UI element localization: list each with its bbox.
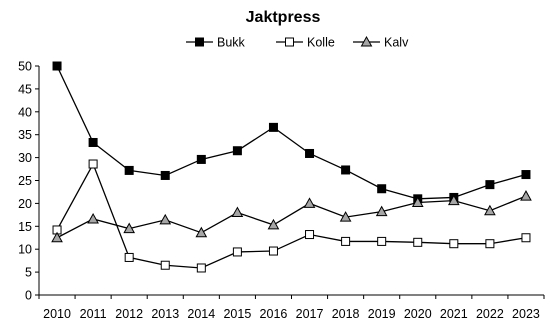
series-line-bukk — [56, 65, 527, 200]
data-point-kalv — [411, 196, 424, 207]
data-point-kolle — [413, 237, 423, 247]
data-point-kolle — [196, 263, 206, 273]
data-point-bukk — [124, 165, 134, 175]
data-point-kalv — [303, 197, 316, 208]
data-point-kolle — [160, 260, 170, 270]
legend-item-kolle: Kolle — [276, 36, 335, 50]
legend-marker-kalv — [360, 35, 373, 47]
data-point-bukk — [268, 122, 278, 132]
data-point-kolle — [124, 252, 134, 262]
y-tick-label: 50 — [18, 60, 32, 74]
data-point-kolle — [377, 236, 387, 246]
data-point-kalv — [195, 226, 208, 238]
data-point-kolle — [232, 247, 242, 257]
legend-item-bukk: Bukk — [186, 36, 246, 50]
series-line-kalv — [56, 195, 527, 239]
data-point-kolle — [449, 239, 459, 249]
legend-label: Kolle — [307, 36, 335, 50]
data-point-kalv — [231, 206, 244, 218]
x-tick-label: 2017 — [296, 307, 324, 321]
x-tick-label: 2015 — [223, 307, 251, 321]
x-tick-label: 2019 — [368, 307, 396, 321]
data-point-kalv — [484, 204, 496, 216]
y-tick-label: 20 — [18, 197, 32, 211]
data-point-kolle — [485, 239, 495, 249]
y-tick-label: 30 — [18, 151, 32, 165]
chart-title: Jaktpress — [246, 9, 321, 26]
x-tick-label: 2012 — [115, 307, 143, 321]
series-kalv — [51, 190, 532, 243]
data-point-bukk — [88, 137, 98, 147]
data-point-kolle — [521, 233, 531, 243]
y-tick-label: 45 — [18, 82, 32, 96]
data-point-bukk — [196, 154, 206, 164]
y-tick-label: 15 — [18, 220, 32, 234]
data-point-kalv — [123, 222, 136, 234]
legend-label: Kalv — [384, 36, 409, 50]
y-tick-label: 0 — [25, 289, 32, 303]
data-point-kalv — [520, 190, 532, 201]
legend-item-kalv: Kalv — [353, 36, 409, 50]
legend-marker-bukk — [195, 37, 204, 47]
axes: 0 5 10 15 20 25 30 35 40 45 50 2010 2011 2012 2013 2014… — [18, 60, 545, 321]
data-point-kolle — [305, 230, 315, 240]
y-tick-label: 25 — [18, 174, 32, 188]
series-line-kolle — [56, 162, 527, 269]
data-point-bukk — [160, 170, 170, 180]
data-point-bukk — [485, 180, 495, 190]
x-tick-label: 2022 — [476, 307, 504, 321]
x-tick-label: 2020 — [404, 307, 432, 321]
y-tick-label: 35 — [18, 128, 32, 142]
data-point-kolle — [341, 236, 351, 246]
data-point-kalv — [375, 205, 388, 217]
data-point-bukk — [377, 184, 387, 194]
series-kolle — [52, 159, 531, 273]
data-point-kalv — [51, 231, 63, 243]
data-point-bukk — [52, 61, 62, 71]
data-point-kalv — [159, 213, 172, 225]
x-tick-label: 2014 — [187, 307, 215, 321]
data-point-kalv — [87, 212, 99, 224]
x-tick-label: 2016 — [260, 307, 288, 321]
series-layer — [51, 61, 532, 273]
legend-label: Bukk — [217, 36, 246, 50]
x-tick-label: 2018 — [332, 307, 360, 321]
x-tick-label: 2011 — [80, 307, 107, 321]
y-tick-label: 40 — [18, 105, 32, 119]
data-point-kolle — [268, 246, 278, 256]
y-tick-label: 5 — [25, 266, 32, 280]
data-point-kolle — [88, 159, 98, 169]
data-point-bukk — [341, 165, 351, 175]
legend-marker-kolle — [285, 37, 294, 47]
series-bukk — [52, 61, 531, 204]
x-tick-label: 2021 — [440, 307, 468, 321]
y-tick-label: 10 — [18, 243, 32, 257]
data-point-bukk — [521, 170, 531, 180]
data-point-bukk — [232, 146, 242, 156]
x-tick-label: 2023 — [512, 307, 540, 321]
legend: Bukk Kolle Kalv — [186, 36, 409, 50]
data-point-bukk — [305, 148, 315, 158]
x-tick-label: 2010 — [43, 307, 71, 321]
x-tick-label: 2013 — [151, 307, 179, 321]
data-point-kalv — [267, 218, 280, 230]
data-point-kalv — [447, 194, 460, 206]
data-point-kalv — [339, 211, 352, 222]
